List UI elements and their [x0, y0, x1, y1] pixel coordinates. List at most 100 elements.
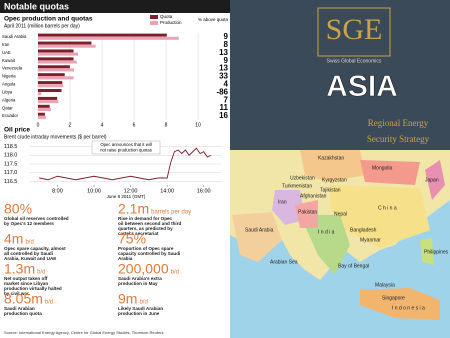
legend-label: Production: [160, 20, 182, 25]
iran-shape: [272, 190, 305, 225]
bar: [38, 60, 77, 64]
stat-text: by civil war: [4, 291, 29, 296]
map-label: Kyrgyzstan: [322, 177, 347, 183]
x-tick-label: 12:00: [124, 188, 138, 194]
bar: [38, 76, 74, 80]
stat-figure: 4m: [4, 231, 23, 247]
stat-unit: b/d: [25, 240, 33, 246]
subtitle-line: Security Strategy: [367, 134, 430, 144]
map: [230, 150, 450, 338]
x-tick-label: 8: [165, 122, 168, 128]
logo-mark: SGE: [326, 13, 383, 46]
value-column-cell: 11: [220, 103, 229, 112]
stat-text: Saudi Arabia's extra: [118, 276, 162, 281]
region-title: ASIA: [326, 70, 398, 103]
map-label: Singapore: [382, 295, 405, 301]
map-label: Malaysia: [375, 282, 395, 288]
annotation: not raise production quotas: [100, 148, 152, 153]
category-label: UAE: [2, 50, 11, 55]
stat-text: Opec spare capacity, almost: [4, 246, 66, 251]
map-label: Turkmenistan: [282, 183, 312, 189]
map-label: Pakistan: [298, 209, 317, 215]
chart-title: Opec production and quotas: [4, 16, 93, 23]
stat-text: all controlled by Saudi: [4, 251, 53, 256]
x-tick-label: 10: [195, 122, 201, 128]
stat-text: Net output taken off: [4, 276, 48, 281]
source: Source: International Energy Agency, Cen…: [4, 330, 164, 335]
stat-figure: 1.3m: [4, 261, 35, 277]
map-label: I n d o n e s i a: [392, 305, 425, 311]
value-column-cell: 13: [219, 48, 228, 57]
bar: [38, 115, 46, 119]
header-title: Notable quotas: [4, 1, 69, 11]
value-column-cell: 16: [219, 111, 228, 120]
stat-text: Proportion of Opec spare: [118, 246, 174, 251]
stat-figure: 8.05m: [4, 291, 43, 307]
map-label: Japan: [425, 177, 439, 183]
bar: [38, 57, 74, 61]
bar: [38, 65, 70, 69]
bar: [38, 96, 58, 100]
stat-text: quarters, as predicted by: [118, 226, 173, 231]
bar: [38, 104, 50, 108]
stat-figure: 9m: [118, 291, 137, 307]
stat-figure: 200,000: [118, 261, 169, 277]
logo: SGE Swiss Global Economics: [317, 7, 391, 64]
chart-subtitle: April 2011 (million barrels per day): [4, 23, 80, 29]
map-label: Tajikistan: [320, 187, 341, 193]
stat-text: capacity controlled by Saudi: [118, 251, 180, 256]
category-label: Angola: [2, 82, 16, 87]
stat-text: market since Libyan: [4, 281, 48, 286]
category-label: Kuwait: [2, 58, 16, 63]
price-line: [39, 147, 212, 181]
bar: [38, 33, 167, 37]
category-label: Ecuador: [2, 113, 19, 118]
y-tick-label: 118.0: [4, 153, 17, 159]
x-tick-label: 4: [101, 122, 104, 128]
map-label: Mongolia: [372, 165, 393, 171]
value-column-cell: 7: [224, 95, 229, 104]
japan-shape: [425, 160, 445, 200]
left-panel: [0, 0, 230, 338]
stat-text: Likely Saudi Arabian: [118, 306, 163, 311]
value-column-cell: 13: [219, 64, 228, 73]
category-label: Algeria: [2, 97, 16, 102]
stat-text: production quota: [4, 311, 42, 316]
x-tick-label: 6: [133, 122, 136, 128]
x-tick-label: 0: [37, 122, 40, 128]
bar: [38, 100, 59, 104]
map-label: Afghanistan: [300, 193, 327, 199]
stat-text: Global oil reserves controlled: [4, 216, 69, 221]
map-label: Nepal: [334, 211, 347, 217]
india-shape: [300, 215, 350, 275]
stat-figure: 80%: [4, 201, 32, 217]
map-label: Iran: [278, 199, 287, 205]
chart-title: Oil price: [4, 127, 30, 134]
x-axis-label: June 8 2011 (GMT): [107, 194, 146, 199]
map-label: Kazakhstan: [318, 155, 344, 161]
header-band: [0, 0, 230, 13]
bar: [38, 36, 179, 40]
stat-text: production in June: [118, 311, 160, 316]
map-label: Bangladesh: [350, 227, 377, 233]
stat-text: production in May: [118, 281, 158, 286]
legend-swatch: [150, 15, 158, 19]
mongolia-shape: [360, 160, 420, 185]
stat-text: oil between second and third: [118, 221, 181, 226]
bar: [38, 112, 45, 116]
category-label: Iran: [2, 42, 10, 47]
stat-unit: b/d: [45, 300, 53, 306]
stat-text: cartel's secretariat: [118, 231, 159, 236]
map-label: Uzbekistan: [290, 175, 315, 181]
stat-figure: 75%: [118, 231, 146, 247]
x-tick-label: 14:00: [160, 188, 174, 194]
bar: [38, 88, 62, 93]
y-tick-label: 117.0: [4, 170, 17, 176]
category-label: Qatar: [2, 105, 13, 110]
value-column-cell: -86: [216, 87, 228, 96]
stat-unit: b/d: [139, 300, 147, 306]
bar: [38, 49, 74, 53]
annotation-box: [91, 140, 161, 155]
y-tick-label: 116.5: [4, 179, 17, 185]
